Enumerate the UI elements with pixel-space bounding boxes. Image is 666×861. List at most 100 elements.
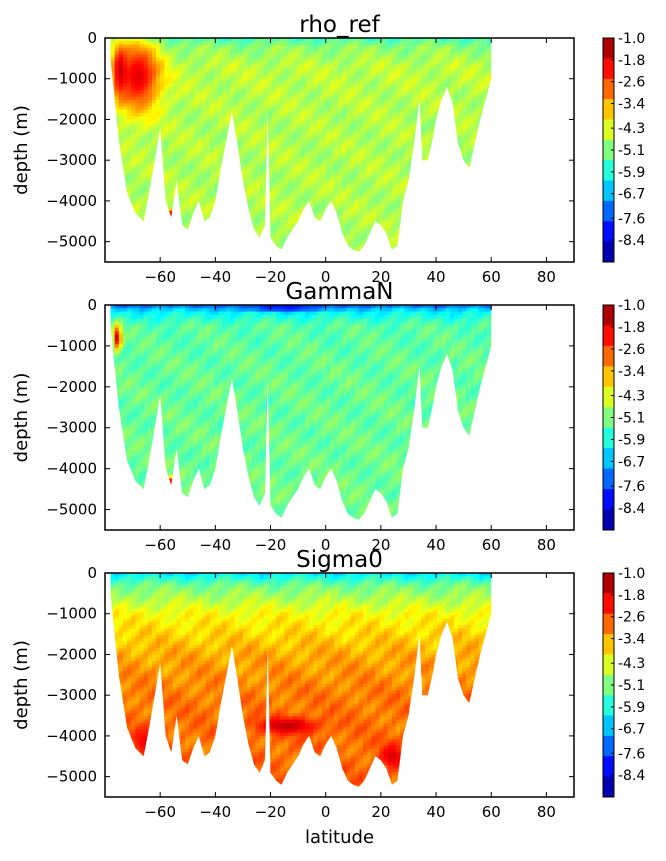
field-cell: [147, 90, 153, 94]
field-cell: [271, 44, 277, 49]
field-cell: [201, 236, 207, 241]
field-cell: [143, 161, 149, 166]
field-cell: [396, 139, 401, 143]
field-cell: [160, 230, 165, 235]
field-cell: [305, 148, 310, 153]
field-cell: [151, 93, 157, 98]
field-cell: [122, 220, 128, 225]
field-cell: [313, 174, 319, 179]
field-cell: [379, 171, 385, 176]
field-cell: [222, 213, 227, 218]
field-cell: [329, 171, 335, 176]
field-cell: [288, 152, 294, 156]
field-cell: [309, 93, 314, 98]
field-cell: [180, 246, 186, 251]
field-cell: [338, 93, 343, 98]
field-cell: [387, 142, 393, 147]
field-cell: [135, 132, 141, 137]
field-cell: [242, 112, 248, 117]
field-cell: [317, 93, 323, 98]
field-cell: [276, 148, 281, 153]
field-cell: [114, 51, 120, 55]
field-cell: [135, 139, 141, 143]
field-cell: [267, 73, 273, 78]
field-cell: [305, 256, 310, 260]
field-cell: [114, 213, 120, 218]
field-cell: [400, 200, 405, 205]
field-cell: [164, 73, 170, 78]
field-cell: [280, 142, 285, 147]
field-cell: [185, 210, 190, 215]
field-cell: [354, 103, 360, 108]
field-cell: [379, 148, 385, 153]
field-cell: [321, 181, 327, 186]
field-cell: [359, 256, 364, 260]
field-cell: [404, 210, 410, 215]
field-cell: [193, 168, 199, 173]
field-cell: [135, 246, 141, 251]
field-cell: [156, 226, 161, 231]
field-cell: [313, 213, 319, 218]
field-cell: [358, 80, 364, 85]
field-cell: [329, 129, 335, 134]
field-cell: [135, 171, 141, 176]
field-cell: [230, 223, 236, 228]
field-cell: [346, 73, 352, 78]
field-cell: [255, 253, 260, 257]
field-cell: [387, 165, 393, 169]
field-cell: [267, 122, 273, 127]
field-cell: [259, 47, 265, 52]
field-cell: [292, 38, 298, 42]
field-cell: [176, 51, 182, 55]
field-cell: [234, 57, 240, 62]
field-cell: [122, 47, 128, 52]
field-cell: [284, 158, 290, 163]
field-cell: [242, 249, 248, 252]
field-cell: [300, 41, 306, 46]
field-cell: [346, 38, 352, 42]
field-cell: [288, 220, 294, 225]
field-cell: [354, 73, 360, 78]
field-cell: [309, 125, 314, 130]
field-cell: [280, 109, 285, 114]
field-cell: [172, 60, 178, 65]
field-cell: [359, 253, 364, 257]
field-cell: [139, 181, 145, 186]
field-cell: [288, 83, 294, 88]
field-cell: [168, 187, 174, 192]
field-cell: [329, 178, 335, 182]
field-cell: [234, 90, 240, 94]
field-cell: [292, 41, 298, 46]
field-cell: [251, 148, 256, 153]
field-cell: [367, 194, 372, 199]
field-cell: [309, 217, 314, 222]
field-cell: [234, 41, 240, 46]
field-cell: [400, 109, 405, 114]
field-cell: [156, 181, 161, 186]
field-cell: [280, 230, 285, 235]
field-cell: [160, 41, 165, 46]
field-cell: [288, 103, 294, 108]
field-cell: [139, 44, 145, 49]
field-cell: [338, 112, 343, 117]
field-cell: [263, 73, 269, 78]
field-cell: [251, 99, 256, 104]
field-cell: [300, 57, 306, 62]
field-cell: [379, 125, 385, 130]
field-cell: [296, 187, 302, 192]
field-cell: [156, 60, 161, 65]
field-cell: [350, 194, 356, 199]
field-cell: [122, 112, 128, 117]
field-cell: [288, 217, 294, 222]
field-cell: [271, 217, 277, 222]
field-cell: [118, 103, 124, 108]
field-cell: [354, 197, 360, 202]
field-cell: [135, 204, 141, 209]
field-cell: [321, 191, 327, 195]
field-cell: [172, 240, 178, 244]
field-cell: [160, 236, 165, 241]
field-cell: [247, 171, 252, 176]
field-cell: [180, 54, 186, 59]
field-cell: [300, 51, 306, 55]
field-cell: [379, 64, 385, 68]
